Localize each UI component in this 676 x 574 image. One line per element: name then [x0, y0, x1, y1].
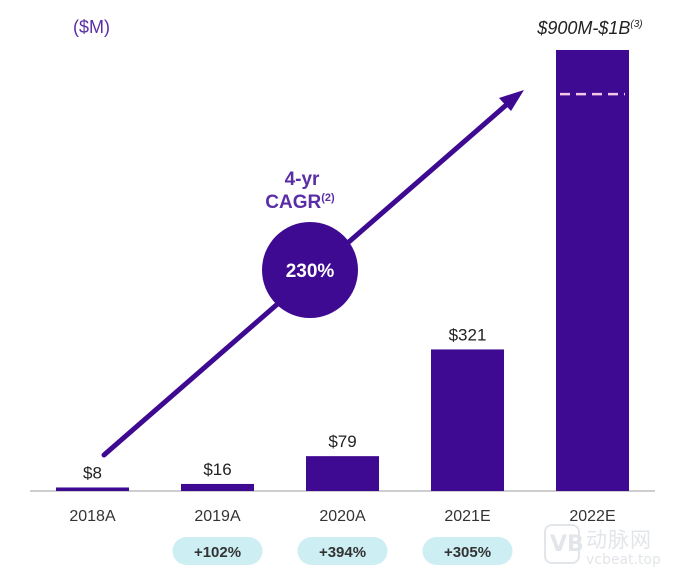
growth-pill-2020A — [297, 537, 388, 565]
top-range-footnote: (3) — [630, 19, 642, 30]
bar-2019A — [181, 483, 254, 491]
cagr-footnote: (2) — [321, 192, 335, 204]
value-label-2020A: $79 — [328, 432, 356, 451]
growth-label-2019A: +102% — [194, 544, 241, 561]
cagr-value: 230% — [286, 261, 335, 282]
watermark: VB 动脉网 vcbeat.top — [544, 522, 676, 574]
bar-2020A — [306, 456, 379, 491]
top-range-text: $900M-$1B — [536, 18, 630, 38]
growth-pill-2021E — [422, 537, 513, 565]
cagr-circle — [262, 222, 358, 318]
x-tick-label-2018A: 2018A — [69, 508, 116, 525]
bar-2021E — [431, 349, 504, 491]
cagr-label-line1: 4-yr — [285, 169, 320, 190]
value-label-2018A: $8 — [83, 463, 102, 482]
value-label-2019A: $16 — [203, 460, 231, 479]
x-tick-label-2021E: 2021E — [444, 508, 490, 525]
x-tick-label-2020A: 2020A — [319, 508, 366, 525]
growth-arrow-head — [499, 90, 524, 111]
value-label-2021E: $321 — [449, 325, 487, 344]
growth-label-2021E: +305% — [444, 544, 491, 561]
cagr-label-text: CAGR — [265, 192, 321, 213]
x-tick-label-2022E: 2022E — [569, 508, 615, 525]
vcbeat-logo-icon: VB — [544, 524, 584, 564]
x-tick-label-2019A: 2019A — [194, 508, 241, 525]
growth-pill-2019A — [172, 537, 263, 565]
growth-label-2020A: +394% — [319, 544, 366, 561]
unit-label: ($M) — [73, 17, 110, 37]
watermark-brand: 动脉网 — [586, 528, 652, 552]
bar-2018A — [56, 487, 129, 491]
bar-2022E — [556, 50, 629, 491]
cagr-label-line2: CAGR(2) — [265, 192, 335, 213]
top-range-label: $900M-$1B(3) — [536, 18, 642, 38]
watermark-url: vcbeat.top — [586, 552, 661, 568]
